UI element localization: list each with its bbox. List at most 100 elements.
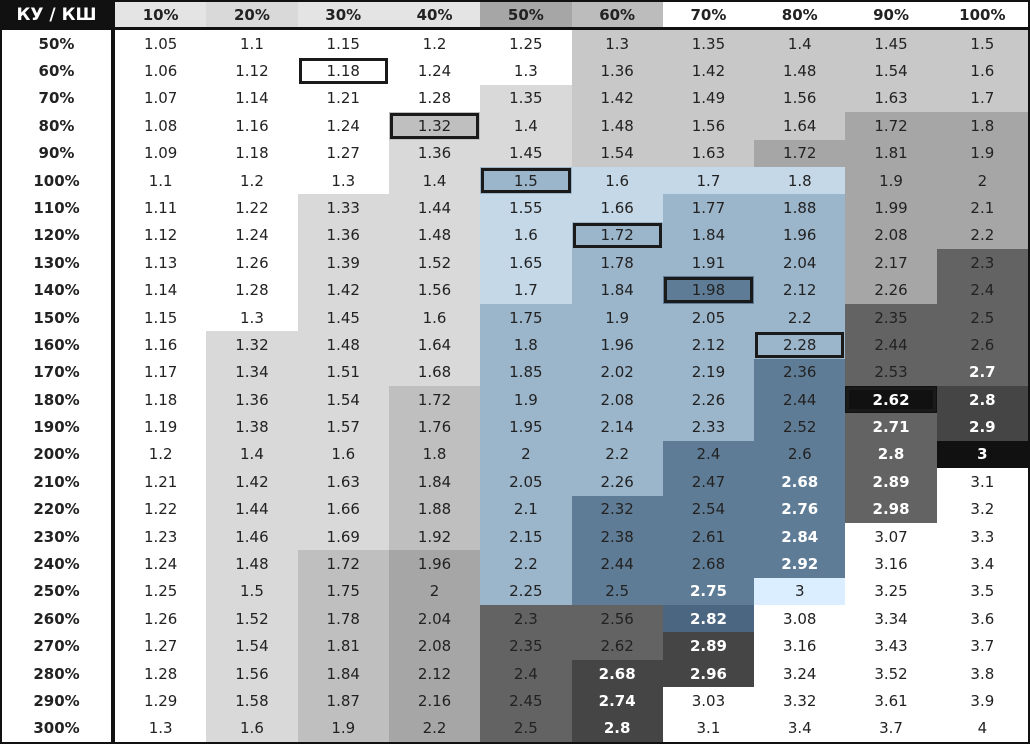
cell: 1.52 bbox=[388, 249, 481, 277]
cell: 3.43 bbox=[845, 632, 937, 660]
cell: 2 bbox=[936, 166, 1028, 195]
cell: 1.8 bbox=[936, 112, 1028, 140]
row-label: 260% bbox=[2, 605, 115, 633]
row-label: 280% bbox=[2, 659, 115, 688]
cell: 1.48 bbox=[388, 221, 481, 250]
cell: 2.89 bbox=[845, 468, 937, 496]
cell: 1.66 bbox=[297, 495, 389, 523]
cell: 2.15 bbox=[480, 522, 572, 551]
cell: 2.74 bbox=[571, 687, 663, 715]
cell: 2.08 bbox=[571, 385, 663, 414]
cell: 1.7 bbox=[662, 166, 755, 195]
cell: 1.72 bbox=[754, 139, 846, 167]
cell: 2.05 bbox=[662, 303, 755, 332]
cell: 2.82 bbox=[662, 605, 755, 633]
cell: 1.18 bbox=[115, 385, 207, 414]
cell: 1.9 bbox=[297, 714, 389, 742]
cell: 1.63 bbox=[845, 84, 937, 113]
cell: 1.7 bbox=[936, 84, 1028, 113]
row-label: 180% bbox=[2, 385, 115, 414]
cell: 1.46 bbox=[206, 522, 298, 551]
cell: 1.4 bbox=[206, 440, 298, 469]
cell: 1.9 bbox=[936, 139, 1028, 167]
cell: 1.21 bbox=[115, 468, 207, 496]
cell: 1.27 bbox=[297, 139, 389, 167]
cell: 1.56 bbox=[662, 112, 755, 140]
cell: 2.7 bbox=[936, 358, 1028, 386]
cell: 2.2 bbox=[754, 303, 846, 332]
cell: 1.5 bbox=[206, 577, 298, 606]
cell: 2.17 bbox=[845, 249, 937, 277]
cell: 1.75 bbox=[480, 303, 572, 332]
cell: 2.68 bbox=[571, 659, 663, 688]
cell: 1.33 bbox=[297, 194, 389, 222]
cell: 1.56 bbox=[206, 659, 298, 688]
cell: 1.56 bbox=[754, 84, 846, 113]
cell: 3.32 bbox=[754, 687, 846, 715]
cell: 1.38 bbox=[206, 413, 298, 441]
cell: 2.8 bbox=[936, 385, 1028, 414]
cell: 1.96 bbox=[571, 331, 663, 359]
cell: 1.63 bbox=[662, 139, 755, 167]
cell: 1.51 bbox=[297, 358, 389, 386]
cell: 2 bbox=[388, 577, 481, 606]
cell: 1.78 bbox=[571, 249, 663, 277]
cell: 2.1 bbox=[480, 495, 572, 523]
cell: 1.42 bbox=[206, 468, 298, 496]
cell: 2.3 bbox=[480, 605, 572, 633]
cell: 1.65 bbox=[480, 249, 572, 277]
cell: 1.36 bbox=[297, 221, 389, 250]
cell: 1.45 bbox=[480, 139, 572, 167]
cell: 1.11 bbox=[115, 194, 207, 222]
cell: 3 bbox=[754, 577, 846, 606]
cell: 1.84 bbox=[388, 468, 481, 496]
row-label: 250% bbox=[2, 577, 115, 606]
cell: 2.12 bbox=[754, 276, 846, 304]
cell: 1.91 bbox=[662, 249, 755, 277]
cell: 1.72 bbox=[845, 112, 937, 140]
cell: 1.14 bbox=[206, 84, 298, 113]
cell: 1.85 bbox=[480, 358, 572, 386]
cell: 1.88 bbox=[388, 495, 481, 523]
cell: 1.15 bbox=[115, 303, 207, 332]
cell: 1.45 bbox=[297, 303, 389, 332]
cell: 1.6 bbox=[206, 714, 298, 742]
cell: 1.9 bbox=[845, 166, 937, 195]
cell: 1.81 bbox=[297, 632, 389, 660]
cell: 2.98 bbox=[845, 495, 937, 523]
cell: 1.63 bbox=[297, 468, 389, 496]
cell: 1.26 bbox=[206, 249, 298, 277]
cell: 3.61 bbox=[845, 687, 937, 715]
cell: 1.9 bbox=[571, 303, 663, 332]
cell: 1.44 bbox=[206, 495, 298, 523]
cell: 1.39 bbox=[297, 249, 389, 277]
cell: 1.87 bbox=[297, 687, 389, 715]
cell: 1.54 bbox=[571, 139, 663, 167]
cell: 1.64 bbox=[388, 331, 481, 359]
row-label: 220% bbox=[2, 495, 115, 523]
cell: 2.04 bbox=[754, 249, 846, 277]
cell: 1.21 bbox=[297, 84, 389, 113]
cell: 3.4 bbox=[936, 550, 1028, 578]
cell: 1.72 bbox=[388, 385, 481, 414]
row-label: 110% bbox=[2, 194, 115, 222]
cell: 1.25 bbox=[480, 30, 572, 58]
cell: 2.96 bbox=[662, 659, 755, 688]
row-label: 150% bbox=[2, 303, 115, 332]
cell: 2.12 bbox=[388, 659, 481, 688]
cell: 1.76 bbox=[388, 413, 481, 441]
column-header: 40% bbox=[388, 2, 481, 30]
cell: 2.35 bbox=[845, 303, 937, 332]
row-label: 90% bbox=[2, 139, 115, 167]
cell: 2.52 bbox=[754, 413, 846, 441]
cell: 1.34 bbox=[206, 358, 298, 386]
cell: 1.6 bbox=[571, 166, 663, 195]
cell: 2.5 bbox=[480, 714, 572, 742]
cell: 1.2 bbox=[115, 440, 207, 469]
cell: 2.4 bbox=[480, 659, 572, 688]
cell: 1.4 bbox=[754, 30, 846, 58]
cell: 2.02 bbox=[571, 358, 663, 386]
cell: 3.16 bbox=[754, 632, 846, 660]
cell: 2.2 bbox=[388, 714, 481, 742]
column-header: 100% bbox=[936, 2, 1028, 30]
